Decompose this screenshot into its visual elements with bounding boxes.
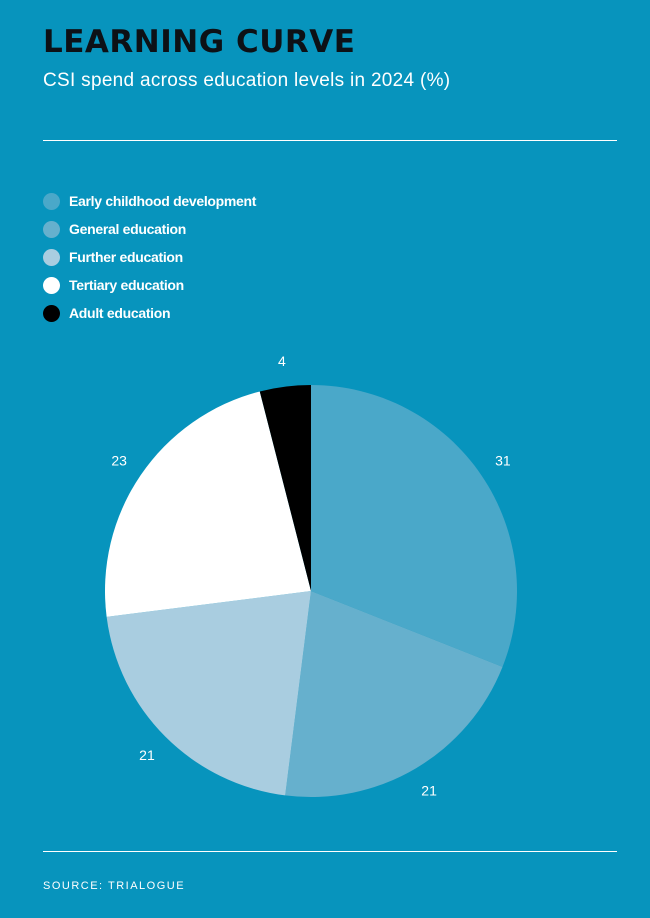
bottom-divider bbox=[43, 851, 617, 852]
legend-label: General education bbox=[69, 221, 187, 237]
chart-subtitle: CSI spend across education levels in 202… bbox=[43, 70, 451, 91]
legend-label: Adult education bbox=[69, 305, 171, 321]
pie-data-label: 4 bbox=[278, 353, 286, 369]
legend-item-general-education: General education bbox=[43, 215, 256, 243]
pie-chart: 31 21 21 23 4 bbox=[104, 353, 517, 799]
pie-slice-adult-education bbox=[259, 385, 311, 591]
chart-title: LEARNING CURVE bbox=[43, 24, 356, 60]
legend-swatch bbox=[43, 304, 60, 322]
legend-item-adult-education: Adult education bbox=[43, 299, 256, 327]
legend-item-tertiary-education: Tertiary education bbox=[43, 271, 256, 299]
legend-label: Early childhood development bbox=[69, 193, 257, 209]
pie-data-label: 23 bbox=[111, 453, 127, 469]
legend: Early childhood development General educ… bbox=[43, 187, 256, 327]
pie-data-label: 31 bbox=[495, 453, 511, 469]
top-divider bbox=[43, 140, 617, 141]
pie-data-label: 21 bbox=[139, 747, 155, 763]
pie-slice-early-childhood-development bbox=[311, 385, 517, 667]
legend-swatch bbox=[43, 248, 60, 266]
pie-data-label: 21 bbox=[421, 783, 437, 799]
source-note: SOURCE: TRIALOGUE bbox=[43, 880, 186, 892]
legend-swatch bbox=[43, 192, 60, 210]
legend-label: Tertiary education bbox=[69, 277, 184, 293]
legend-swatch bbox=[43, 220, 60, 238]
legend-item-early-childhood: Early childhood development bbox=[43, 187, 256, 215]
legend-label: Further education bbox=[69, 249, 183, 265]
legend-swatch bbox=[43, 276, 60, 294]
pie-slice-further-education bbox=[106, 591, 311, 796]
pie-slice-general-education bbox=[285, 591, 503, 797]
legend-item-further-education: Further education bbox=[43, 243, 256, 271]
pie-slice-tertiary-education bbox=[104, 391, 311, 617]
